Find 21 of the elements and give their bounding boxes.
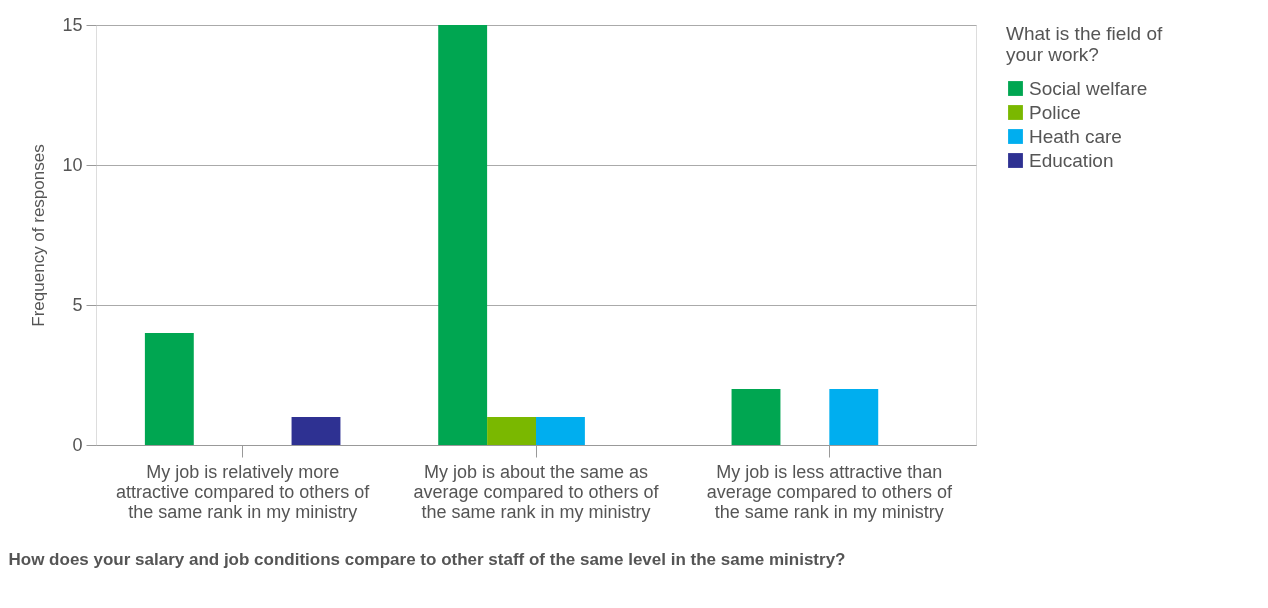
y-tick-label: 10 [62,154,83,175]
y-tick-label: 0 [72,434,83,455]
bar [291,417,341,445]
legend-label: Social welfare [1029,77,1148,99]
bar [144,333,194,445]
legend-title: What is the field of your work? [1006,23,1164,65]
y-tick-label: 5 [72,294,83,315]
y-tick-label: 15 [62,14,83,35]
x-tick-label: My job is less attractive than average compared to others of the same rank in my ministry [706,461,953,522]
bar [487,417,536,445]
y-axis-title: Frequency of responses [29,144,49,327]
legend-label: Police [1029,101,1081,123]
x-tick-label: My job is about the same as average compared to others of the same rank in my ministry [413,461,660,522]
x-tick-label: My job is relatively more attractive compared to others of the same rank in my ministry [116,461,371,522]
bar [438,25,488,445]
x-axis-title: How does your salary and job conditions compare to other staff of the same level in the same ministry? [8,549,846,569]
bar [731,389,781,445]
legend-label: Education [1029,149,1114,171]
bar [829,389,879,445]
legend-label: Heath care [1029,125,1122,147]
bar [536,417,585,445]
